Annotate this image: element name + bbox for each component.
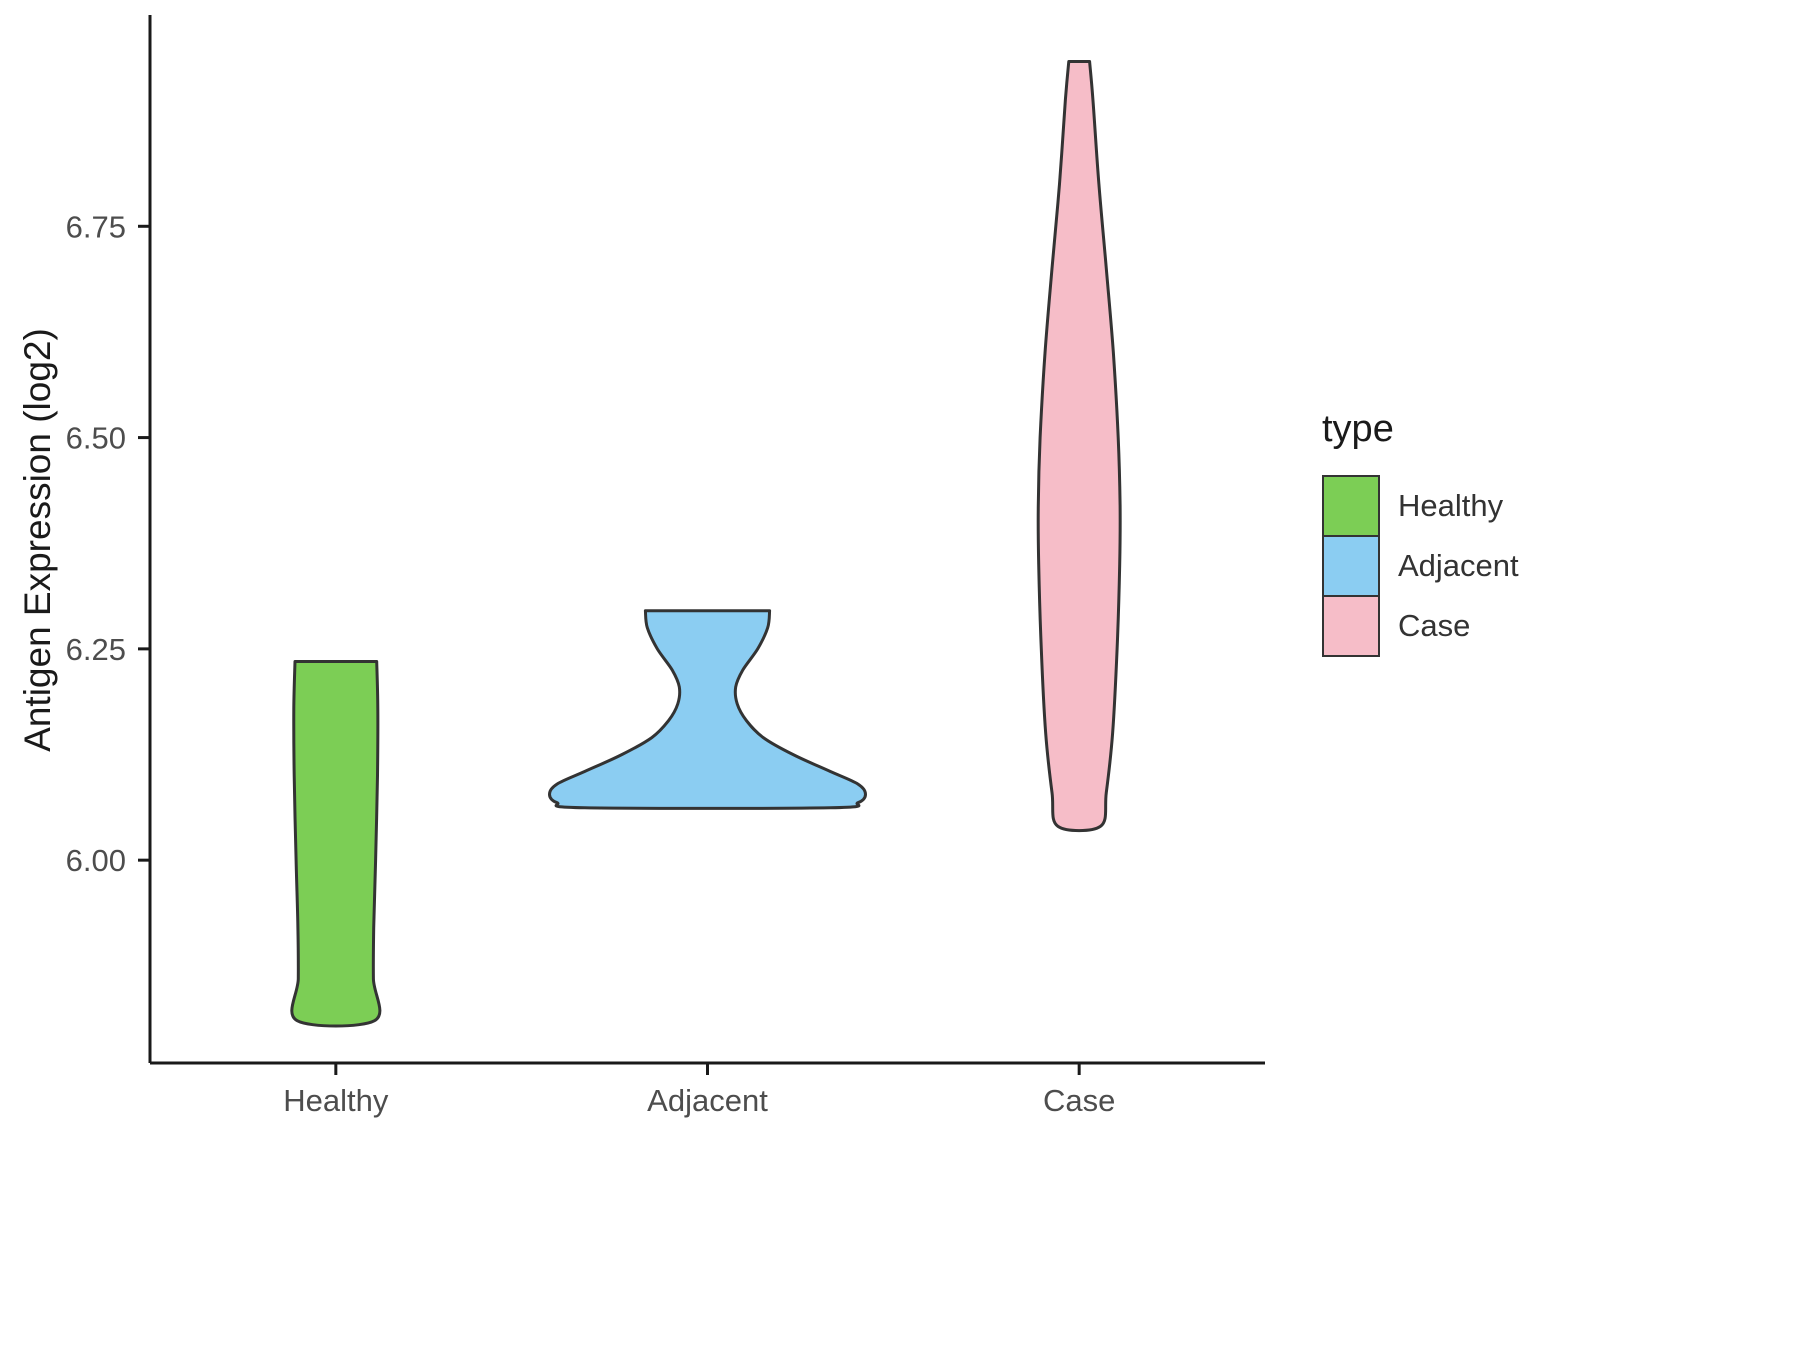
legend-title: type [1322, 408, 1394, 450]
legend-item-healthy: Healthy [1322, 475, 1519, 537]
legend-swatch-healthy [1322, 475, 1380, 537]
legend-swatch-case [1322, 595, 1380, 657]
violin-healthy [290, 660, 382, 1028]
y-tick-label: 6.50 [66, 421, 126, 456]
x-category-label: Case [1043, 1083, 1115, 1118]
violin-adjacent [548, 609, 867, 810]
violin-case [1036, 60, 1122, 833]
x-category-label: Adjacent [647, 1083, 768, 1118]
legend-item-label: Adjacent [1398, 548, 1519, 583]
y-tick-label: 6.75 [66, 209, 126, 244]
legend-items: Healthy Adjacent Case [1322, 475, 1519, 657]
legend-swatch-adjacent [1322, 535, 1380, 597]
y-tick-label: 6.25 [66, 632, 126, 667]
legend: type Healthy Adjacent Case [1322, 408, 1519, 657]
x-category-label: Healthy [283, 1083, 389, 1118]
y-axis-title: Antigen Expression (log2) [17, 328, 58, 752]
y-tick-label: 6.00 [66, 843, 126, 878]
legend-item-label: Healthy [1398, 488, 1504, 523]
legend-item-adjacent: Adjacent [1322, 535, 1519, 597]
legend-item-label: Case [1398, 608, 1471, 643]
legend-item-case: Case [1322, 595, 1519, 657]
